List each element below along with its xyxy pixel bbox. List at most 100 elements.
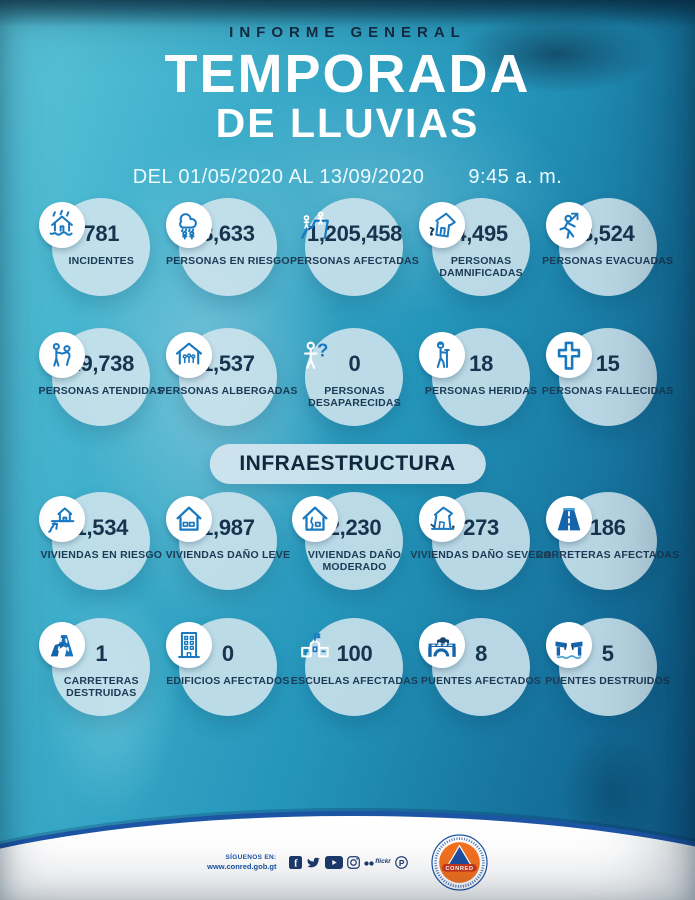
stat-value: 1	[95, 641, 108, 666]
school-icon	[292, 622, 338, 668]
stat-badge: ? 0 PERSONAS DESAPARECIDAS	[291, 328, 418, 448]
stat-label: VIVIENDAS DAÑO MODERADO	[307, 549, 402, 574]
stat-label: PERSONAS HERIDAS	[424, 385, 538, 397]
stat-label: PERSONAS EN RIESGO	[165, 255, 290, 267]
stat-label: VIVIENDAS DAÑO SEVERO	[410, 549, 552, 561]
social-icons: f flickr P	[289, 856, 408, 869]
page-subtitle: DE LLUVIAS	[215, 100, 480, 146]
stat-badge: 4,495 PERSONAS DAMNIFICADAS	[418, 198, 545, 318]
follow-us-block: SÍGUENOS EN: www.conred.gob.gt	[207, 854, 276, 872]
stat-badge: 8,524 PERSONAS EVACUADAS	[542, 198, 673, 318]
stat-value: 8	[475, 641, 488, 666]
stat-badge: 18 PERSONAS HERIDAS	[418, 328, 545, 448]
follow-us-label: SÍGUENOS EN:	[225, 853, 277, 861]
instagram-icon[interactable]	[347, 856, 361, 869]
footer-band	[0, 811, 695, 900]
svg-text:f: f	[295, 858, 299, 869]
shelter-family-icon	[165, 332, 212, 378]
stats-row-2: 19,738 PERSONAS ATENDIDAS 1,537 PERSONAS…	[38, 328, 673, 448]
running-person-icon	[545, 202, 592, 248]
pinterest-icon[interactable]: P	[395, 856, 408, 869]
youtube-icon[interactable]	[325, 856, 344, 869]
road-icon	[545, 496, 592, 542]
flickr-icon[interactable]: flickr	[364, 859, 391, 866]
building-icon	[165, 622, 212, 668]
stats-row-4: 1 CARRETERAS DESTRUIDAS 0 EDIFICIOS AFEC…	[38, 618, 671, 738]
stat-badge: 100 ESCUELAS AFECTADAS	[291, 618, 418, 738]
section-title-infrastructure: INFRAESTRUCTURA	[209, 444, 486, 484]
stat-label: PUENTES DESTRUIDOS	[545, 675, 671, 687]
facebook-icon[interactable]: f	[289, 856, 303, 869]
stat-badge: 781 INCIDENTES	[38, 198, 165, 318]
stat-circle	[305, 198, 404, 296]
bridge-car-icon	[419, 622, 466, 668]
svg-text:CONRED: CONRED	[445, 866, 473, 872]
collapsed-house-icon	[419, 496, 466, 542]
stat-value: 100	[336, 641, 373, 666]
stat-label: PERSONAS FALLECIDAS	[541, 385, 674, 397]
stat-value: 5	[601, 641, 614, 666]
twitter-icon[interactable]	[306, 856, 321, 869]
stat-label: VIVIENDAS EN RIESGO	[40, 549, 163, 561]
stat-badge: 2,230 VIVIENDAS DAÑO MODERADO	[291, 492, 418, 612]
stat-circle	[305, 618, 404, 716]
stat-label: ESCUELAS AFECTADAS	[290, 675, 419, 687]
stat-label: PERSONAS DESAPARECIDAS	[308, 385, 401, 410]
stat-label: VIVIENDAS DAÑO LEVE	[165, 549, 291, 561]
cracked-house-icon	[292, 496, 339, 542]
landslide-people-icon	[292, 202, 338, 248]
stat-value: 15	[595, 351, 620, 376]
stat-badge: 19,738 PERSONAS ATENDIDAS	[38, 328, 165, 448]
broken-road-icon	[39, 622, 86, 668]
stat-label: PERSONAS DAMNIFICADAS	[439, 255, 523, 280]
stat-value: 273	[463, 515, 499, 540]
stat-label: PERSONAS AFECTADAS	[289, 255, 419, 267]
stats-row-3: 1,534 VIVIENDAS EN RIESGO 1,987 VIVIENDA…	[38, 492, 679, 612]
stat-label: PUENTES AFECTADOS	[421, 675, 542, 687]
stats-row-1: 781 INCIDENTES 8,633 PERSONAS EN RIESGO	[38, 198, 673, 318]
stat-badge: 0 EDIFICIOS AFECTADOS	[165, 618, 292, 738]
cross-icon	[545, 332, 592, 378]
website-link[interactable]: www.conred.gob.gt	[207, 861, 277, 871]
stat-label: PERSONAS ATENDIDAS	[38, 385, 165, 397]
conred-logo: CONRED	[431, 834, 488, 891]
flooded-house-icon	[39, 202, 86, 248]
stat-badge: 1,987 VIVIENDAS DAÑO LEVE	[165, 492, 292, 612]
helping-person-icon	[39, 332, 86, 378]
stat-circle	[305, 328, 404, 426]
svg-text:P: P	[399, 858, 405, 868]
stat-badge: 273 VIVIENDAS DAÑO SEVERO	[410, 492, 552, 612]
house-on-cliff-icon	[39, 496, 86, 542]
stat-value: 1,205,458	[306, 221, 403, 246]
stat-label: PERSONAS EVACUADAS	[542, 255, 674, 267]
house-icon	[165, 496, 212, 542]
stat-badge: 1 CARRETERAS DESTRUIDAS	[38, 618, 165, 738]
flickr-label: flickr	[375, 858, 391, 866]
stat-label: CARRETERAS AFECTADAS	[535, 549, 680, 561]
report-time: 9:45 a. m.	[468, 166, 563, 188]
stat-value: 0	[221, 641, 234, 666]
broken-bridge-icon	[545, 622, 592, 668]
footer: SÍGUENOS EN: www.conred.gob.gt f flickr …	[0, 834, 695, 891]
stat-value: 186	[589, 515, 626, 540]
stat-badge: 5 PUENTES DESTRUIDOS	[544, 618, 671, 738]
stat-badge: 8 PUENTES AFECTADOS	[418, 618, 545, 738]
date-range: DEL 01/05/2020 AL 13/09/2020	[132, 166, 425, 188]
stat-badge: 15 PERSONAS FALLECIDAS	[542, 328, 673, 448]
stat-badge: 8,633 PERSONAS EN RIESGO	[165, 198, 292, 318]
svg-text:?: ?	[318, 339, 329, 360]
stat-label: INCIDENTES	[68, 255, 135, 267]
stat-value: 781	[83, 221, 120, 246]
report-kicker: INFORME GENERAL	[229, 24, 466, 41]
stat-badge: 1,205,458 PERSONAS AFECTADAS	[290, 198, 419, 318]
injured-person-icon	[419, 332, 466, 378]
header: INFORME GENERAL TEMPORADA DE LLUVIAS DEL…	[0, 0, 695, 189]
stat-badge: 1,537 PERSONAS ALBERGADAS	[158, 328, 297, 448]
stat-label: PERSONAS ALBERGADAS	[158, 385, 298, 397]
stat-value: 0	[348, 351, 361, 376]
stat-label: CARRETERAS DESTRUIDAS	[63, 675, 139, 700]
stat-label: EDIFICIOS AFECTADOS	[166, 675, 290, 687]
damaged-house-icon	[419, 202, 466, 248]
stat-badge: 186 CARRETERAS AFECTADAS	[536, 492, 679, 612]
